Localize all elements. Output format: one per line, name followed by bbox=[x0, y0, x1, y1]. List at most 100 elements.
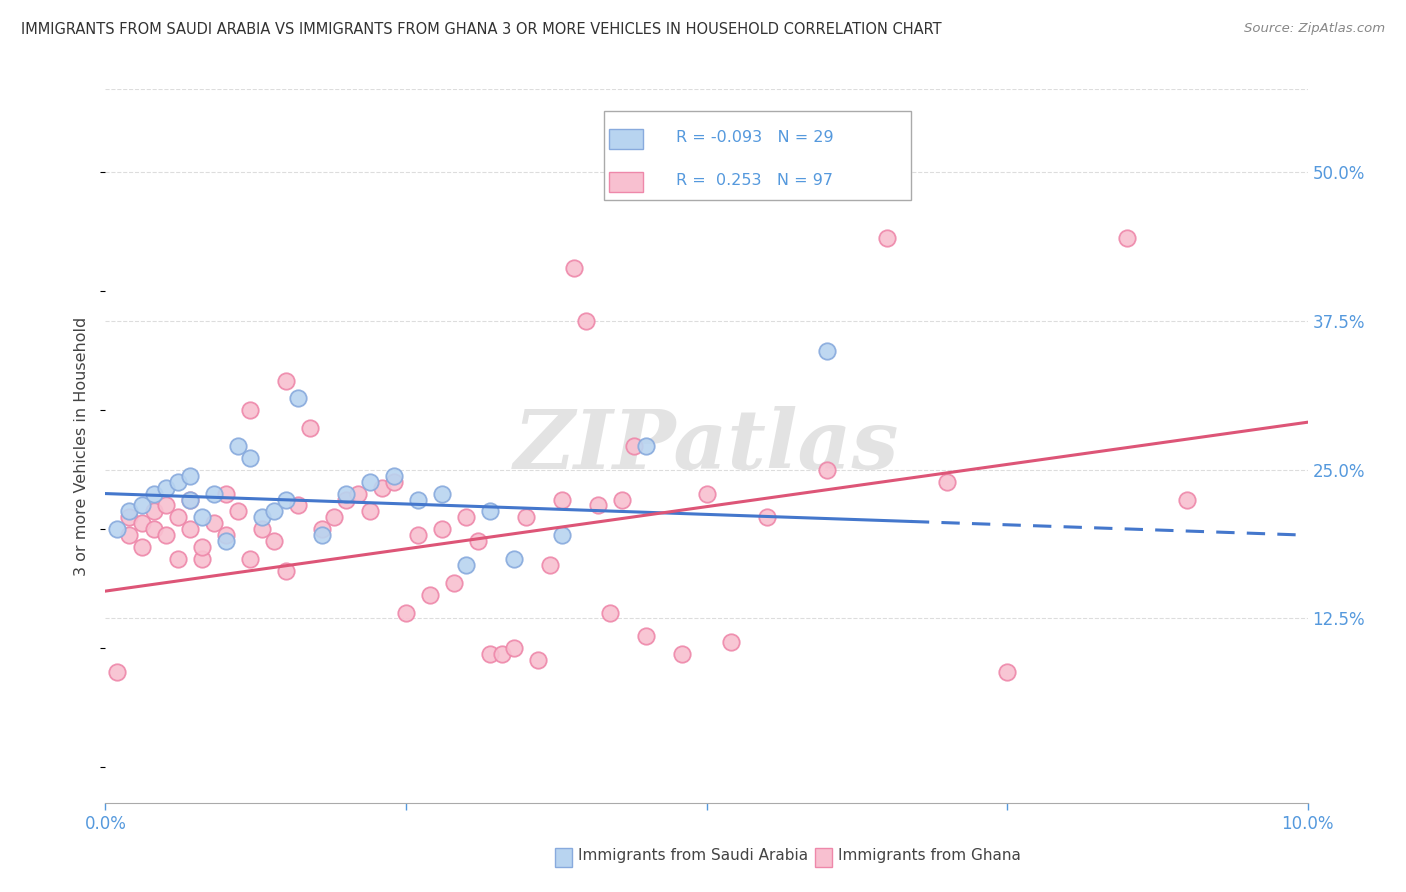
Point bbox=[274, 374, 297, 388]
Text: Source: ZipAtlas.com: Source: ZipAtlas.com bbox=[1244, 22, 1385, 36]
Point bbox=[720, 635, 742, 649]
Point bbox=[131, 516, 153, 531]
Point bbox=[599, 606, 621, 620]
Point bbox=[263, 504, 285, 518]
Point bbox=[166, 510, 188, 524]
Point bbox=[755, 510, 778, 524]
Point bbox=[1175, 492, 1198, 507]
Point bbox=[298, 421, 321, 435]
Point bbox=[454, 558, 477, 572]
Point bbox=[636, 629, 658, 643]
Point bbox=[876, 231, 898, 245]
Point bbox=[214, 486, 236, 500]
Point bbox=[936, 475, 959, 489]
Point bbox=[142, 522, 165, 536]
Point bbox=[118, 504, 141, 518]
Point bbox=[815, 463, 838, 477]
Point bbox=[190, 552, 212, 566]
Point bbox=[527, 653, 550, 667]
FancyBboxPatch shape bbox=[605, 111, 911, 200]
Point bbox=[454, 510, 477, 524]
Text: Immigrants from Saudi Arabia: Immigrants from Saudi Arabia bbox=[578, 847, 808, 863]
Point bbox=[636, 439, 658, 453]
Y-axis label: 3 or more Vehicles in Household: 3 or more Vehicles in Household bbox=[75, 317, 90, 575]
Point bbox=[562, 260, 585, 275]
Point bbox=[179, 468, 201, 483]
Text: IMMIGRANTS FROM SAUDI ARABIA VS IMMIGRANTS FROM GHANA 3 OR MORE VEHICLES IN HOUS: IMMIGRANTS FROM SAUDI ARABIA VS IMMIGRAN… bbox=[21, 22, 942, 37]
Point bbox=[612, 492, 634, 507]
Point bbox=[179, 522, 201, 536]
Point bbox=[214, 534, 236, 549]
Point bbox=[479, 647, 502, 661]
Point bbox=[155, 528, 177, 542]
FancyBboxPatch shape bbox=[609, 172, 643, 192]
Point bbox=[250, 510, 273, 524]
Text: Immigrants from Ghana: Immigrants from Ghana bbox=[838, 847, 1021, 863]
Point bbox=[107, 522, 129, 536]
Point bbox=[166, 552, 188, 566]
Point bbox=[382, 475, 405, 489]
Point bbox=[347, 486, 370, 500]
Point bbox=[696, 486, 718, 500]
Point bbox=[588, 499, 610, 513]
Point bbox=[155, 499, 177, 513]
Point bbox=[131, 540, 153, 554]
Point bbox=[226, 439, 249, 453]
Point bbox=[131, 499, 153, 513]
Point bbox=[155, 481, 177, 495]
Point bbox=[335, 486, 357, 500]
Point bbox=[190, 510, 212, 524]
Point bbox=[359, 475, 381, 489]
Point bbox=[250, 522, 273, 536]
Point bbox=[335, 492, 357, 507]
Point bbox=[239, 450, 262, 465]
Point bbox=[503, 641, 526, 656]
Point bbox=[551, 528, 574, 542]
Point bbox=[491, 647, 513, 661]
Point bbox=[311, 522, 333, 536]
Point bbox=[107, 665, 129, 679]
Point bbox=[467, 534, 489, 549]
Point bbox=[263, 534, 285, 549]
Point bbox=[406, 528, 429, 542]
Point bbox=[503, 552, 526, 566]
Point bbox=[395, 606, 418, 620]
Point bbox=[311, 528, 333, 542]
Point bbox=[142, 504, 165, 518]
Point bbox=[239, 403, 262, 417]
Point bbox=[166, 475, 188, 489]
Point bbox=[202, 516, 225, 531]
Point bbox=[443, 575, 465, 590]
Point bbox=[551, 492, 574, 507]
Point bbox=[226, 504, 249, 518]
Text: R =  0.253   N = 97: R = 0.253 N = 97 bbox=[676, 173, 834, 187]
Point bbox=[214, 528, 236, 542]
Point bbox=[430, 486, 453, 500]
Point bbox=[142, 486, 165, 500]
Point bbox=[287, 499, 309, 513]
Point bbox=[239, 552, 262, 566]
Point bbox=[359, 504, 381, 518]
Point bbox=[382, 468, 405, 483]
Point bbox=[623, 439, 645, 453]
Point bbox=[179, 492, 201, 507]
Point bbox=[515, 510, 537, 524]
Point bbox=[575, 314, 598, 328]
Point bbox=[995, 665, 1018, 679]
Point bbox=[479, 504, 502, 518]
Point bbox=[118, 528, 141, 542]
Point bbox=[322, 510, 344, 524]
Point bbox=[671, 647, 693, 661]
Text: R = -0.093   N = 29: R = -0.093 N = 29 bbox=[676, 130, 834, 145]
Point bbox=[430, 522, 453, 536]
Point bbox=[1116, 231, 1139, 245]
Point bbox=[179, 492, 201, 507]
Point bbox=[202, 486, 225, 500]
Point bbox=[287, 392, 309, 406]
FancyBboxPatch shape bbox=[609, 129, 643, 149]
Point bbox=[419, 588, 441, 602]
Point bbox=[406, 492, 429, 507]
Text: ZIPatlas: ZIPatlas bbox=[513, 406, 900, 486]
Point bbox=[274, 492, 297, 507]
Point bbox=[118, 510, 141, 524]
